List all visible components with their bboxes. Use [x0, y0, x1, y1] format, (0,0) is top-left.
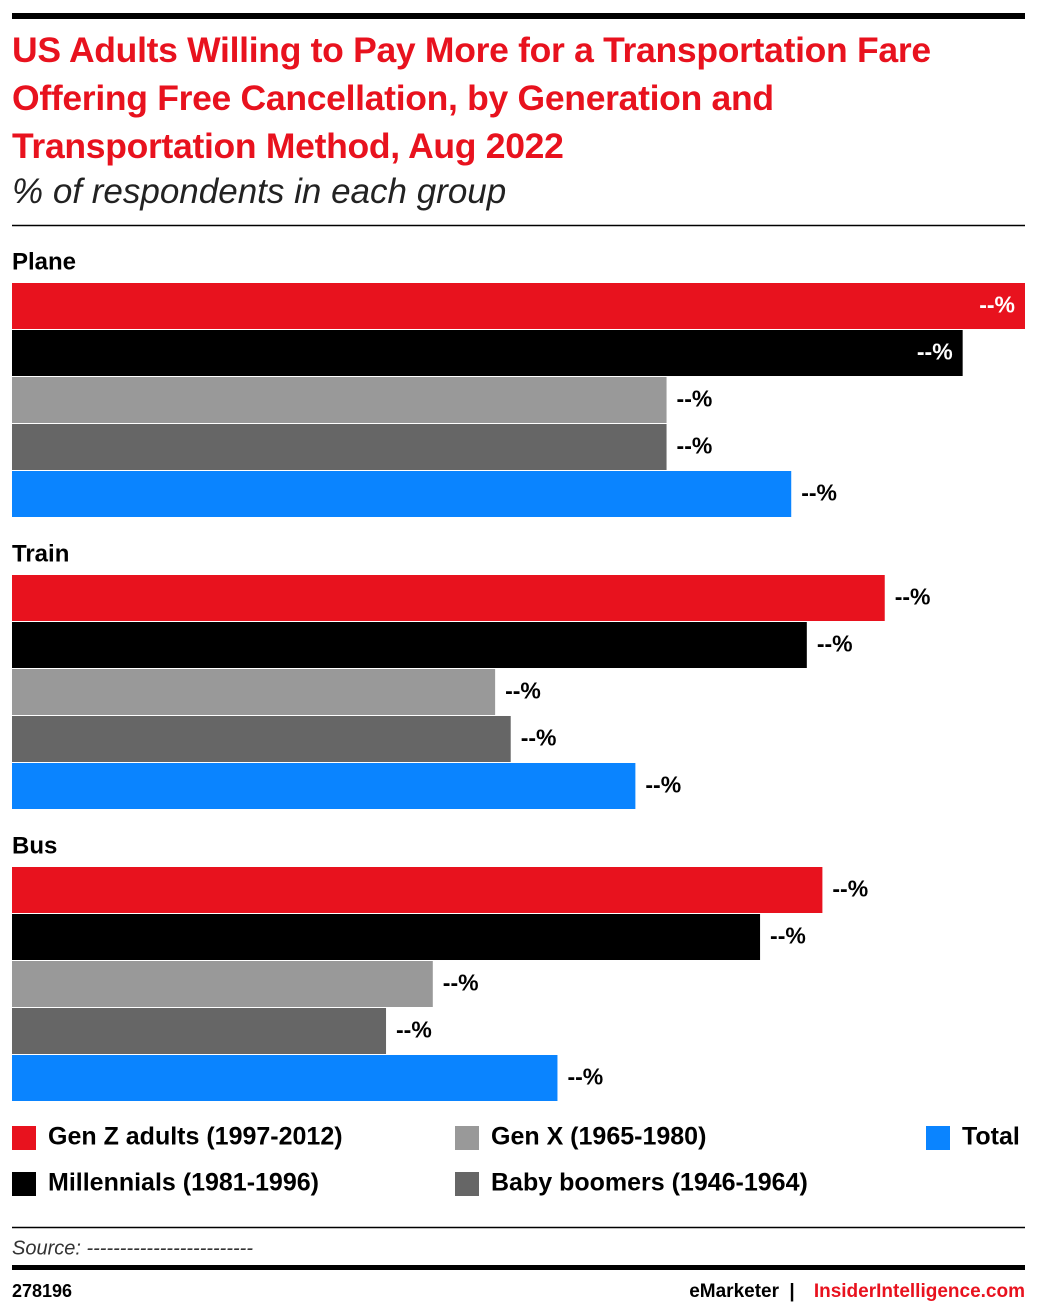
value-label: --% — [770, 923, 806, 949]
bar — [12, 867, 823, 913]
value-label: --% — [677, 433, 713, 459]
bar — [12, 622, 807, 668]
bar — [12, 283, 1025, 329]
legend-swatch — [12, 1172, 36, 1196]
value-label: --% — [677, 386, 713, 412]
bar — [12, 377, 667, 423]
brand: eMarketer — [689, 1281, 779, 1302]
legend-label: Millennials (1981-1996) — [48, 1169, 319, 1197]
chart-title: US Adults Willing to Pay More for a Tran… — [12, 30, 931, 166]
legend-label: Total — [962, 1123, 1020, 1151]
value-label: --% — [917, 339, 953, 365]
top-rule — [12, 13, 1025, 19]
category-label: Bus — [12, 832, 57, 859]
bar — [12, 763, 636, 809]
category-label: Plane — [12, 248, 76, 275]
legend-swatch — [455, 1172, 479, 1196]
bar — [12, 1008, 387, 1054]
category-label: Train — [12, 540, 69, 567]
legend-label: Gen Z adults (1997-2012) — [48, 1123, 343, 1151]
bar — [12, 330, 963, 376]
bar — [12, 471, 792, 517]
value-label: --% — [832, 876, 868, 902]
value-label: --% — [443, 970, 479, 996]
bar — [12, 716, 511, 762]
bar — [12, 669, 496, 715]
legend-swatch — [455, 1126, 479, 1150]
legend-label: Baby boomers (1946-1964) — [491, 1169, 808, 1197]
legend-swatch — [12, 1126, 36, 1150]
source: Source: ------------------------- — [12, 1237, 253, 1259]
bar — [12, 424, 667, 470]
separator: | — [789, 1281, 794, 1302]
value-label: --% — [645, 772, 681, 798]
footer-rule — [12, 1265, 1025, 1270]
value-label: --% — [505, 678, 541, 704]
bar — [12, 1055, 558, 1101]
value-label: --% — [396, 1017, 432, 1043]
brand2: InsiderIntelligence.com — [814, 1281, 1025, 1302]
value-label: --% — [979, 292, 1015, 318]
value-label: --% — [521, 725, 557, 751]
value-label: --% — [895, 584, 931, 610]
chart-subtitle: % of respondents in each group — [12, 172, 507, 211]
bar — [12, 575, 885, 621]
legend-label: Gen X (1965-1980) — [491, 1123, 706, 1151]
legend-swatch — [926, 1126, 950, 1150]
value-label: --% — [567, 1064, 603, 1090]
value-label: --% — [817, 631, 853, 657]
value-label: --% — [801, 480, 837, 506]
bar — [12, 961, 433, 1007]
chart-id: 278196 — [12, 1281, 72, 1301]
bar — [12, 914, 761, 960]
